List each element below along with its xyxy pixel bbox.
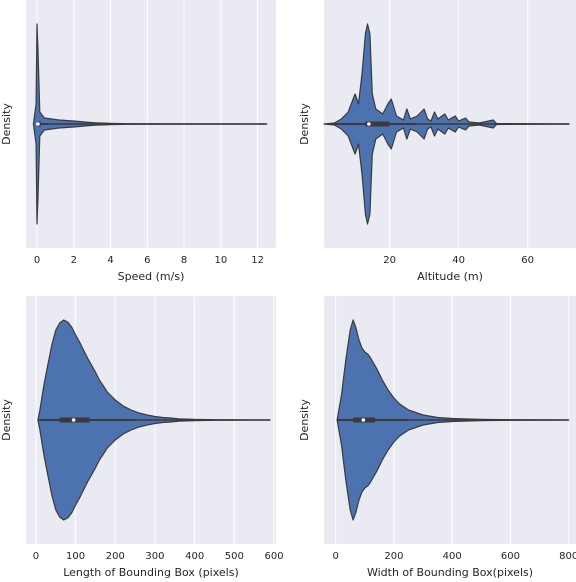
speed-violin-panel: 0 2 4 6 8 10 12 Speed (m/s) Density bbox=[0, 0, 276, 283]
x-tick-label: 0 bbox=[34, 255, 40, 266]
x-tick-label: 10 bbox=[214, 255, 227, 266]
x-tick-label: 40 bbox=[452, 255, 465, 266]
x-axis-label: Width of Bounding Box(pixels) bbox=[367, 566, 533, 579]
x-tick-label: 600 bbox=[264, 551, 283, 562]
x-tick-label: 2 bbox=[71, 255, 77, 266]
median-marker bbox=[367, 122, 371, 126]
x-axis-label: Length of Bounding Box (pixels) bbox=[63, 566, 239, 579]
x-tick-label: 200 bbox=[384, 551, 403, 562]
y-axis-label: Density bbox=[298, 399, 311, 441]
y-axis-label: Density bbox=[0, 103, 13, 145]
x-tick-label: 300 bbox=[145, 551, 164, 562]
x-axis-label: Altitude (m) bbox=[417, 270, 483, 283]
median-marker bbox=[36, 122, 40, 126]
x-tick-label: 500 bbox=[225, 551, 244, 562]
x-tick-label: 0 bbox=[332, 551, 338, 562]
x-tick-label: 800 bbox=[559, 551, 576, 562]
x-tick-label: 400 bbox=[443, 551, 462, 562]
x-tick-label: 6 bbox=[144, 255, 150, 266]
x-tick-label: 12 bbox=[251, 255, 264, 266]
x-tick-label: 100 bbox=[66, 551, 85, 562]
bbox-width-violin-panel: 0 200 400 600 800 Width of Bounding Box(pixel… bbox=[298, 296, 576, 579]
iqr-box bbox=[365, 121, 390, 127]
altitude-violin-panel: 20 40 60 Altitude (m) Density bbox=[298, 0, 576, 283]
x-tick-label: 4 bbox=[107, 255, 113, 266]
y-axis-label: Density bbox=[0, 399, 13, 441]
x-tick-label: 60 bbox=[521, 255, 534, 266]
x-tick-label: 600 bbox=[501, 551, 520, 562]
x-tick-label: 0 bbox=[33, 551, 39, 562]
median-marker bbox=[71, 418, 76, 422]
y-axis-label: Density bbox=[298, 103, 311, 145]
x-tick-label: 200 bbox=[106, 551, 125, 562]
x-tick-label: 400 bbox=[185, 551, 204, 562]
bbox-length-violin-panel: 0 100 200 300 400 500 600 Length of Bounding Bo… bbox=[0, 296, 284, 579]
x-axis-label: Speed (m/s) bbox=[118, 270, 185, 283]
x-tick-label: 8 bbox=[181, 255, 187, 266]
median-marker bbox=[361, 418, 366, 422]
x-tick-label: 20 bbox=[383, 255, 396, 266]
